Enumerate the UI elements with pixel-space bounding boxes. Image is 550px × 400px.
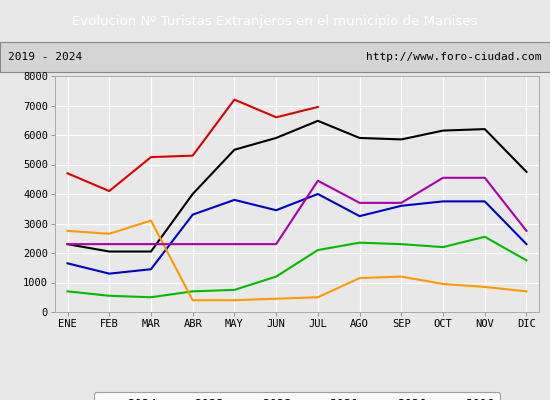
Text: 2019 - 2024: 2019 - 2024 xyxy=(8,52,82,62)
Text: http://www.foro-ciudad.com: http://www.foro-ciudad.com xyxy=(366,52,542,62)
Legend: 2024, 2023, 2022, 2021, 2020, 2019: 2024, 2023, 2022, 2021, 2020, 2019 xyxy=(94,392,500,400)
Text: Evolucion Nº Turistas Extranjeros en el municipio de Manises: Evolucion Nº Turistas Extranjeros en el … xyxy=(72,14,478,28)
